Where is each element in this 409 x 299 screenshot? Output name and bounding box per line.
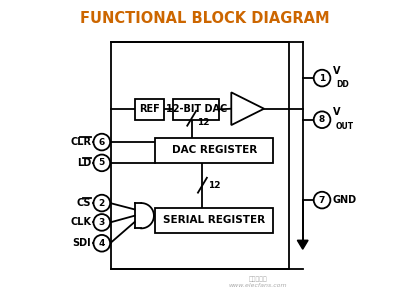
Text: 5: 5 [99,158,105,167]
Bar [173,99,219,120]
Bar [135,99,164,120]
Circle shape [94,195,110,211]
Text: 12-BIT DAC: 12-BIT DAC [166,104,227,114]
Text: GND: GND [333,195,357,205]
Circle shape [94,214,110,231]
Polygon shape [297,240,308,249]
Circle shape [94,134,110,150]
Text: 1: 1 [319,74,325,83]
Bar [155,208,273,233]
Text: V: V [333,107,340,118]
Circle shape [314,70,330,86]
Text: FUNCTIONAL BLOCK DIAGRAM: FUNCTIONAL BLOCK DIAGRAM [80,11,329,26]
Text: 电子发烧友
www.elecfans.com: 电子发烧友 www.elecfans.com [229,276,288,288]
Text: CS: CS [76,198,91,208]
Circle shape [94,155,110,171]
Text: 7: 7 [319,196,325,205]
Text: DD: DD [336,80,349,89]
Text: SERIAL REGISTER: SERIAL REGISTER [163,215,265,225]
Text: CLK: CLK [70,217,91,228]
Text: LD: LD [77,158,91,168]
Circle shape [94,235,110,251]
Text: 3: 3 [99,218,105,227]
Text: SDI: SDI [72,238,91,248]
Text: 12: 12 [197,118,209,127]
Bar [111,42,289,269]
Circle shape [314,192,330,208]
Text: 4: 4 [99,239,105,248]
Text: CLR: CLR [70,137,91,147]
Text: 6: 6 [99,138,105,147]
Text: OUT: OUT [336,122,354,131]
Text: REF: REF [139,104,160,114]
Text: DAC REGISTER: DAC REGISTER [171,145,257,155]
Text: 2: 2 [99,199,105,208]
Text: 8: 8 [319,115,325,124]
Text: 12: 12 [208,181,220,190]
Text: V: V [333,66,340,76]
Circle shape [314,112,330,128]
Bar [155,138,273,163]
Polygon shape [231,92,264,125]
